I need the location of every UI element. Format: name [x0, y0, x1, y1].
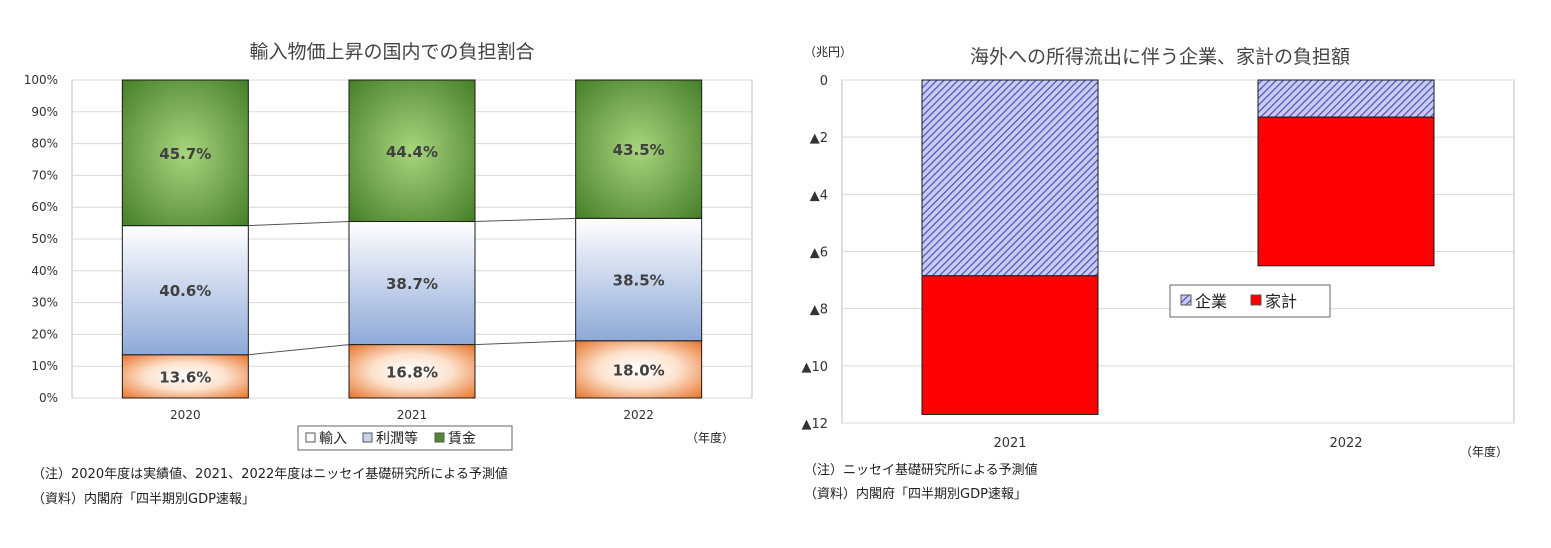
- left-y-tick-label: 10%: [31, 359, 58, 373]
- left-legend-label: 賃金: [448, 431, 476, 447]
- left-legend-label: 利潤等: [376, 430, 418, 447]
- left-bar-利潤等-2021: [348, 221, 476, 346]
- right-x-tick-label: 2022: [1329, 436, 1362, 451]
- left-x-tick-label: 2021: [397, 408, 428, 422]
- left-x-unit: （年度）: [686, 430, 734, 445]
- right-y-tick-label: ▲4: [810, 188, 828, 203]
- left-bar-輸入-2022: [575, 340, 703, 399]
- left-series-line: [248, 344, 350, 356]
- right-bar-企業-2021: [921, 79, 1099, 277]
- right-x-unit: （年度）: [1460, 444, 1508, 459]
- right-bar-企業-2022: [1257, 79, 1435, 118]
- right-note-1: （注）ニッセイ基礎研究所による予測値: [804, 462, 1038, 478]
- left-y-tick-label: 70%: [31, 168, 58, 182]
- left-series-line: [474, 340, 576, 346]
- share-chart: 輸入物価上昇の国内での負担割合 0% 10% 20% 30% 40% 50% 60% 70% 8…: [24, 41, 753, 507]
- right-legend-swatch: [1250, 294, 1262, 306]
- right-y-tick-label: ▲10: [801, 360, 828, 375]
- left-series-line: [248, 221, 350, 227]
- left-y-tick-label: 80%: [31, 137, 58, 151]
- left-data-label: 16.8%: [386, 363, 438, 381]
- right-y-tick-label: 0: [820, 74, 828, 89]
- left-y-tick-label: 100%: [24, 73, 58, 87]
- left-note-1: （注）2020年度は実績値、2021、2022年度はニッセイ基礎研究所による予測…: [32, 466, 508, 482]
- right-chart-title: 海外への所得流出に伴う企業、家計の負担額: [970, 46, 1350, 68]
- right-chart-panel: （兆円） 海外への所得流出に伴う企業、家計の負担額 0 ▲2 ▲4 ▲6 ▲8 ▲10 ▲1…: [790, 0, 1551, 548]
- left-y-tick-label: 20%: [31, 327, 58, 341]
- left-chart-title: 輸入物価上昇の国内での負担割合: [249, 41, 534, 63]
- left-data-label: 18.0%: [613, 361, 665, 379]
- burden-chart: （兆円） 海外への所得流出に伴う企業、家計の負担額 0 ▲2 ▲4 ▲6 ▲8 ▲10 ▲1…: [801, 45, 1515, 502]
- left-data-label: 38.7%: [386, 275, 438, 293]
- left-x-tick-label: 2022: [623, 408, 654, 422]
- left-bar-輸入-2020: [121, 354, 249, 399]
- right-y-tick-label: ▲8: [810, 303, 828, 318]
- right-y-tick-label: ▲12: [801, 417, 828, 432]
- right-legend: 企業 家計: [1169, 284, 1331, 318]
- right-y-tick-label: ▲2: [810, 131, 828, 146]
- left-y-tick-label: 90%: [31, 105, 58, 119]
- left-bar-輸入-2021: [348, 344, 476, 399]
- left-note-2: （資料）内閣府「四半期別GDP速報」: [32, 491, 255, 507]
- left-chart-panel: 輸入物価上昇の国内での負担割合 0% 10% 20% 30% 40% 50% 60% 70% 8…: [0, 0, 770, 548]
- left-legend: 輸入 利潤等 賃金: [297, 425, 513, 451]
- left-data-label: 45.7%: [159, 145, 211, 163]
- right-bar-家計-2021: [921, 275, 1099, 415]
- left-data-label: 44.4%: [386, 143, 438, 161]
- left-legend-swatch: [434, 432, 445, 443]
- left-bar-利潤等-2022: [575, 217, 703, 342]
- right-legend-label: 企業: [1195, 292, 1227, 311]
- left-bar-賃金-2020: [121, 79, 249, 227]
- left-legend-label: 輸入: [319, 431, 347, 447]
- left-bar-利潤等-2020: [121, 225, 249, 356]
- left-x-tick-label: 2020: [170, 408, 201, 422]
- left-y-tick-label: 50%: [31, 232, 58, 246]
- right-bar-家計-2022: [1257, 116, 1435, 267]
- left-legend-swatch: [362, 432, 373, 443]
- left-data-label: 43.5%: [613, 141, 665, 159]
- left-bar-賃金-2021: [348, 79, 476, 223]
- left-data-label: 13.6%: [159, 368, 211, 386]
- right-note-2: （資料）内閣府「四半期別GDP速報」: [804, 486, 1027, 502]
- right-legend-label: 家計: [1265, 292, 1297, 311]
- left-y-tick-label: 30%: [31, 296, 58, 310]
- left-series-line: [474, 217, 576, 223]
- right-y-unit: （兆円）: [804, 45, 852, 59]
- left-y-tick-label: 0%: [39, 391, 58, 405]
- left-y-tick-label: 60%: [31, 200, 58, 214]
- left-data-label: 40.6%: [159, 282, 211, 300]
- right-y-tick-label: ▲6: [810, 246, 828, 261]
- right-x-tick-label: 2021: [993, 436, 1026, 451]
- left-legend-swatch: [305, 432, 316, 443]
- left-bar-賃金-2022: [575, 79, 703, 219]
- left-y-tick-label: 40%: [31, 264, 58, 278]
- right-legend-swatch: [1180, 294, 1192, 306]
- left-data-label: 38.5%: [613, 272, 665, 290]
